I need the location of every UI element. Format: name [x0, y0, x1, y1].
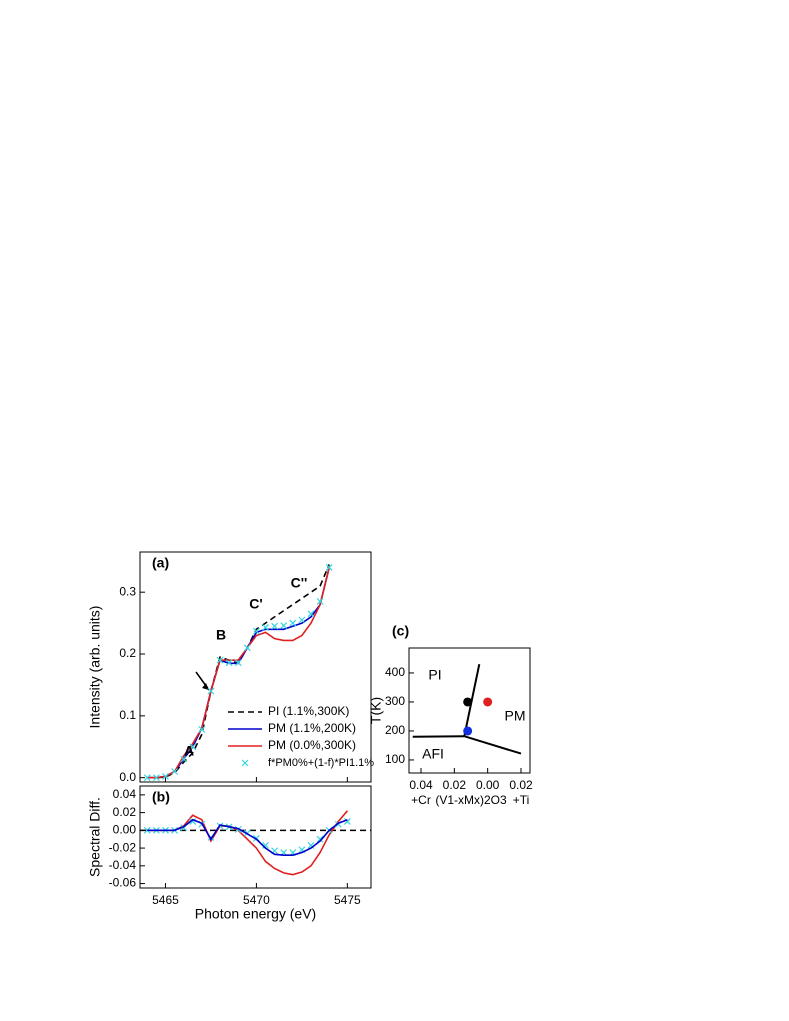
peak-label: C'': [291, 575, 308, 591]
cross-marker: [316, 598, 324, 605]
cross-marker: [207, 687, 215, 695]
y-tick-label: 200: [385, 723, 405, 737]
y-axis-title: Intensity (arb. units): [87, 606, 103, 729]
y-tick-label: 100: [385, 752, 405, 766]
cross-marker: [262, 842, 269, 849]
y-tick-label: 0.2: [119, 646, 136, 660]
peak-label: A: [184, 743, 194, 759]
panel-label: (c): [392, 623, 409, 639]
y-tick-label: 0.3: [119, 584, 136, 598]
cross-marker: [152, 774, 160, 782]
arrow-head: [202, 683, 209, 690]
y-tick-label: -0.04: [109, 858, 137, 872]
panel-label: (a): [152, 555, 169, 571]
y-tick-label: 0.00: [113, 823, 137, 837]
y-tick-label: -0.02: [109, 840, 137, 854]
cross-marker: [271, 622, 279, 630]
cross-marker: [298, 616, 306, 624]
cross-marker: [307, 610, 315, 618]
cross-marker: [198, 726, 206, 733]
y-tick-label: 400: [385, 665, 405, 679]
region-label: AFI: [422, 746, 444, 762]
y-axis-title: Spectral Diff.: [87, 797, 103, 877]
cross-marker: [225, 659, 233, 667]
y-tick-label: 0.02: [113, 805, 137, 819]
legend-label: PM (0.0%,300K): [268, 738, 356, 752]
plot-frame: [139, 785, 372, 889]
x-tick-label: 5465: [152, 893, 179, 907]
x-sublabel: +Cr: [411, 793, 431, 807]
y-tick-label: 0.04: [113, 787, 137, 801]
y-axis-title: T(K): [368, 697, 384, 724]
cross-marker: [252, 627, 260, 635]
phase-point: [463, 697, 473, 707]
panel-label: (b): [152, 789, 170, 805]
peak-label: B: [216, 627, 226, 643]
x-tick-label: 0.00: [476, 778, 500, 792]
region-label: PM: [505, 708, 526, 724]
cross-marker: [262, 624, 269, 631]
cross-marker: [143, 774, 151, 782]
x-axis-title: Photon energy (eV): [195, 906, 316, 922]
peak-label: C': [249, 596, 262, 612]
cross-marker: [243, 644, 251, 652]
legend-marker: [241, 759, 249, 767]
plot-frame: [139, 551, 372, 783]
cross-marker: [289, 619, 297, 627]
y-tick-label: 0.0: [119, 770, 136, 784]
plot-frame: [408, 647, 531, 774]
x-tick-label: 5475: [334, 893, 361, 907]
cross-marker: [325, 564, 333, 571]
cross-marker: [216, 656, 224, 664]
cross-marker: [189, 818, 197, 825]
cross-marker: [171, 768, 178, 775]
legend-label: PI (1.1%,300K): [268, 704, 349, 718]
cross-marker: [189, 743, 197, 751]
phase-point: [463, 726, 473, 736]
series-line: [147, 818, 348, 856]
y-tick-label: 0.1: [119, 708, 136, 722]
region-label: PI: [428, 667, 441, 683]
cross-marker: [143, 826, 151, 834]
x-sublabel: (V1-xMx)2O3: [435, 793, 507, 807]
cross-marker: [162, 773, 169, 780]
y-tick-label: 300: [385, 694, 405, 708]
x-tick-label: 0.02: [509, 778, 533, 792]
series-line: [147, 567, 330, 779]
cross-marker: [343, 818, 351, 825]
phase-point: [483, 697, 493, 707]
y-tick-label: -0.06: [109, 876, 137, 890]
x-sublabel: +Ti: [513, 793, 530, 807]
x-tick-label: 5470: [243, 893, 270, 907]
legend-label: PM (1.1%,200K): [268, 721, 356, 735]
cross-marker: [280, 622, 288, 629]
cross-marker: [180, 755, 188, 763]
cross-marker: [316, 835, 324, 843]
x-tick-label: 0.04: [409, 778, 433, 792]
cross-marker: [234, 659, 242, 667]
x-tick-label: 0.02: [443, 778, 467, 792]
legend-label: f*PM0%+(1-f)*PI1.1%: [268, 757, 374, 769]
